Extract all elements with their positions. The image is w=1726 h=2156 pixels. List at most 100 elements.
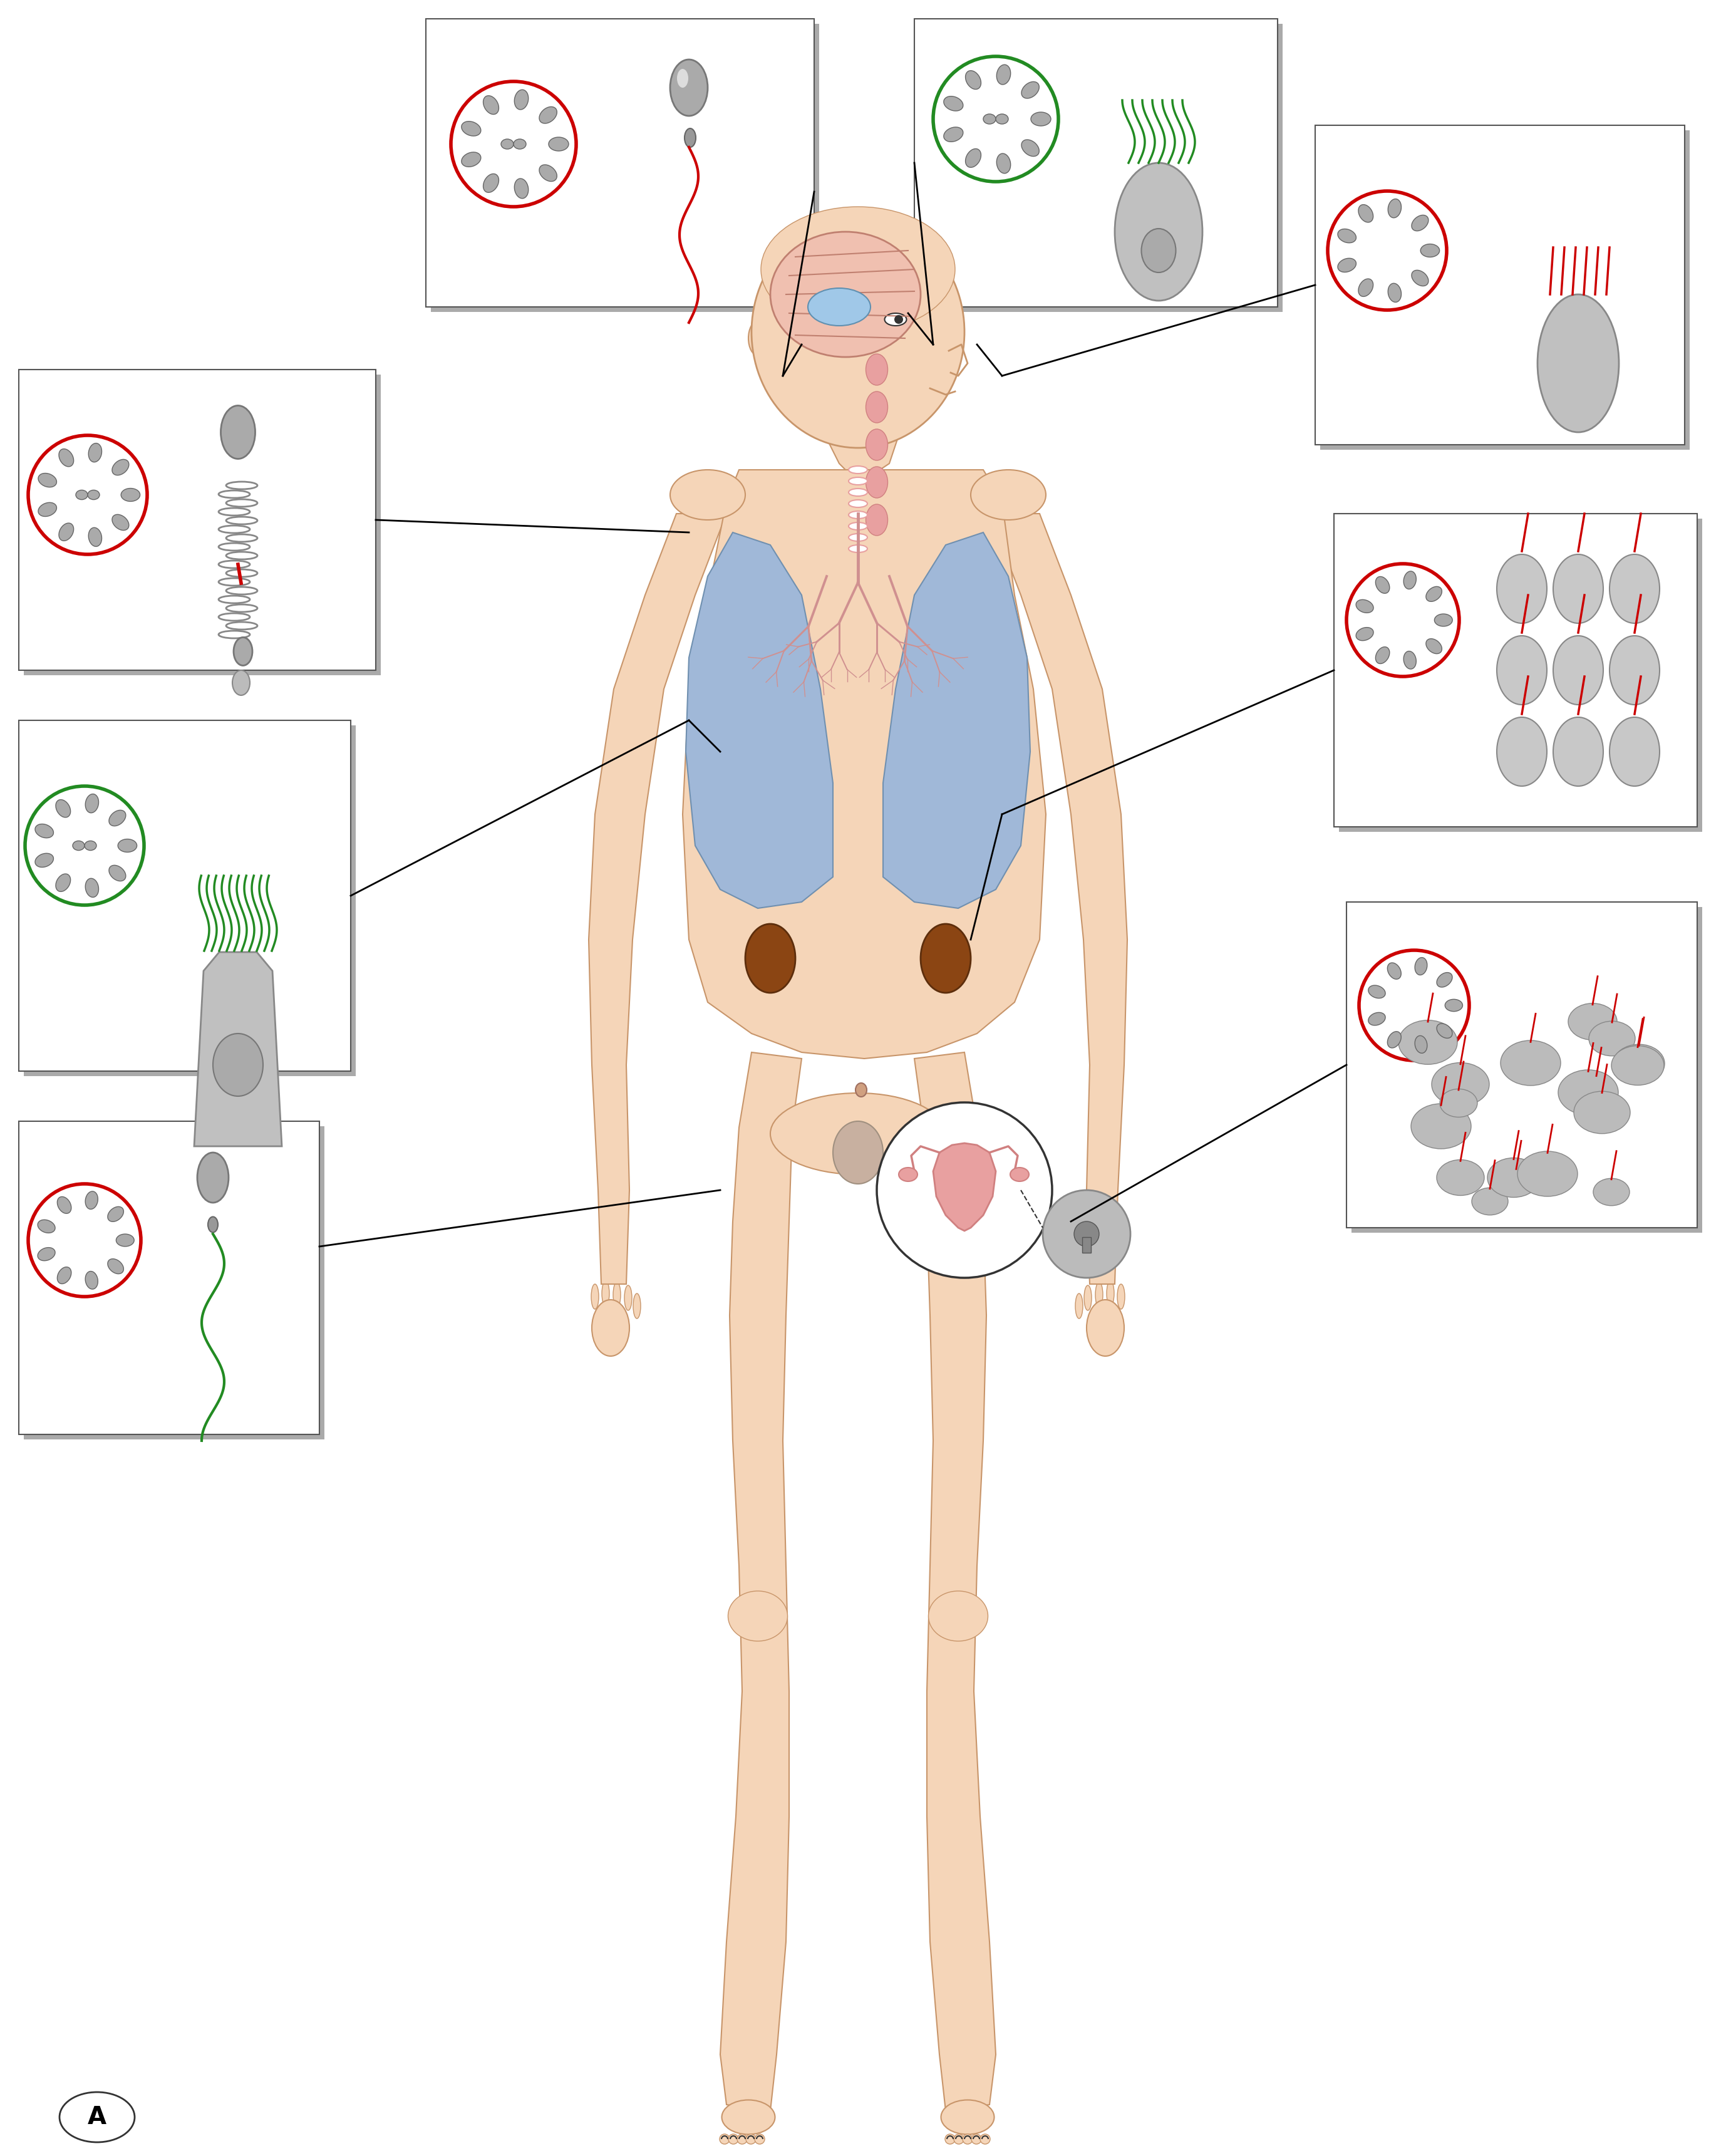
Circle shape: [946, 2134, 954, 2143]
Ellipse shape: [483, 95, 499, 114]
Ellipse shape: [1538, 295, 1619, 431]
Ellipse shape: [514, 91, 528, 110]
Text: A: A: [88, 2104, 107, 2130]
Ellipse shape: [514, 138, 526, 149]
FancyBboxPatch shape: [1320, 129, 1690, 451]
Ellipse shape: [461, 153, 482, 166]
Circle shape: [894, 315, 903, 323]
Ellipse shape: [1415, 1035, 1427, 1052]
FancyBboxPatch shape: [19, 369, 376, 671]
Ellipse shape: [856, 1082, 866, 1097]
Ellipse shape: [85, 793, 98, 813]
Polygon shape: [884, 533, 1030, 908]
Polygon shape: [589, 513, 727, 1285]
Ellipse shape: [1403, 651, 1417, 668]
Ellipse shape: [38, 1248, 55, 1261]
Ellipse shape: [1357, 599, 1374, 612]
Ellipse shape: [88, 444, 102, 461]
Ellipse shape: [461, 121, 482, 136]
Ellipse shape: [899, 1169, 918, 1181]
Ellipse shape: [1436, 1160, 1484, 1194]
Polygon shape: [820, 427, 901, 476]
Ellipse shape: [1496, 636, 1546, 705]
Ellipse shape: [55, 800, 71, 817]
Ellipse shape: [1338, 229, 1357, 244]
Ellipse shape: [625, 1285, 632, 1311]
Ellipse shape: [483, 175, 499, 192]
Ellipse shape: [1358, 205, 1374, 222]
Ellipse shape: [1388, 964, 1402, 979]
Ellipse shape: [76, 489, 88, 500]
Ellipse shape: [1141, 229, 1175, 272]
Ellipse shape: [121, 487, 140, 502]
Ellipse shape: [38, 502, 57, 517]
FancyBboxPatch shape: [432, 24, 820, 313]
Ellipse shape: [88, 489, 100, 500]
Ellipse shape: [633, 1294, 640, 1319]
Ellipse shape: [1420, 244, 1439, 257]
Ellipse shape: [85, 1192, 98, 1210]
Ellipse shape: [721, 2100, 775, 2134]
Ellipse shape: [1517, 1151, 1578, 1197]
Ellipse shape: [849, 500, 868, 507]
Ellipse shape: [1445, 998, 1462, 1011]
Ellipse shape: [1106, 1281, 1115, 1307]
Ellipse shape: [1590, 1022, 1635, 1056]
Ellipse shape: [1436, 1024, 1452, 1039]
Ellipse shape: [849, 545, 868, 552]
Ellipse shape: [59, 448, 74, 466]
Circle shape: [954, 2134, 963, 2143]
Ellipse shape: [221, 405, 255, 459]
Ellipse shape: [984, 114, 996, 125]
Ellipse shape: [849, 466, 868, 474]
Ellipse shape: [207, 1216, 217, 1233]
Ellipse shape: [1439, 1089, 1477, 1117]
Ellipse shape: [1096, 1283, 1103, 1307]
Ellipse shape: [1376, 647, 1389, 664]
Ellipse shape: [59, 524, 74, 541]
Ellipse shape: [866, 429, 887, 461]
Ellipse shape: [685, 129, 696, 147]
Ellipse shape: [1388, 282, 1402, 302]
Ellipse shape: [514, 179, 528, 198]
Circle shape: [737, 2134, 747, 2143]
Ellipse shape: [1472, 1188, 1509, 1216]
Polygon shape: [720, 1052, 801, 2111]
Ellipse shape: [1022, 82, 1039, 99]
Ellipse shape: [834, 1121, 884, 1184]
Ellipse shape: [501, 138, 514, 149]
Ellipse shape: [1369, 1013, 1386, 1026]
Ellipse shape: [109, 811, 126, 826]
Ellipse shape: [944, 97, 963, 110]
Ellipse shape: [677, 69, 689, 88]
Polygon shape: [989, 513, 1127, 1285]
Polygon shape: [193, 953, 281, 1147]
FancyBboxPatch shape: [1082, 1238, 1091, 1253]
Ellipse shape: [770, 1093, 946, 1175]
Ellipse shape: [728, 1591, 787, 1641]
Ellipse shape: [212, 1033, 262, 1095]
Ellipse shape: [1500, 1041, 1560, 1084]
Ellipse shape: [112, 515, 129, 530]
Ellipse shape: [1610, 718, 1660, 787]
Ellipse shape: [88, 528, 102, 545]
Polygon shape: [915, 1052, 996, 2111]
Ellipse shape: [1115, 164, 1203, 300]
Ellipse shape: [849, 476, 868, 485]
Ellipse shape: [996, 65, 1011, 84]
Ellipse shape: [1498, 1169, 1534, 1194]
Circle shape: [980, 2134, 991, 2143]
FancyBboxPatch shape: [1346, 901, 1697, 1227]
Ellipse shape: [1426, 638, 1441, 653]
Ellipse shape: [670, 470, 746, 520]
Ellipse shape: [1610, 636, 1660, 705]
FancyBboxPatch shape: [1334, 513, 1697, 826]
Ellipse shape: [539, 108, 557, 123]
Ellipse shape: [929, 1591, 987, 1641]
FancyBboxPatch shape: [24, 1125, 324, 1440]
Ellipse shape: [197, 1153, 228, 1203]
Ellipse shape: [1576, 1076, 1617, 1104]
FancyBboxPatch shape: [1315, 125, 1685, 444]
Circle shape: [1043, 1190, 1131, 1279]
Polygon shape: [685, 533, 834, 908]
